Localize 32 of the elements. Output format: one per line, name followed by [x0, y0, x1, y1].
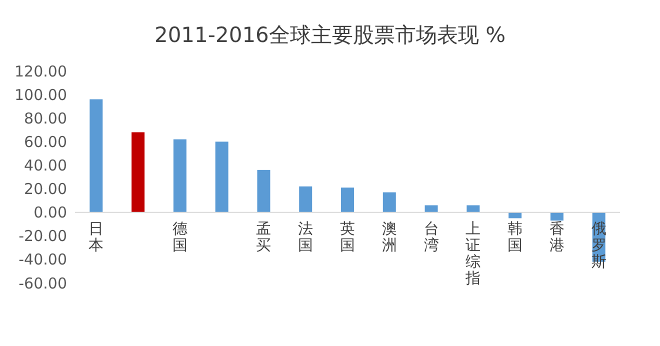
y-tick-label: 120.00 — [14, 62, 67, 80]
x-tick-label: 香港 — [549, 219, 564, 254]
chart-title: 2011-2016全球主要股票市场表现 % — [154, 23, 506, 47]
y-tick-label: 40.00 — [24, 156, 67, 174]
x-tick-label: 法国 — [298, 219, 314, 254]
bar — [550, 212, 564, 221]
x-tick-label: 英国 — [340, 219, 355, 254]
bar — [299, 186, 312, 212]
y-tick-label: 80.00 — [24, 109, 67, 128]
y-tick-label: 60.00 — [24, 132, 67, 151]
x-tick-label: 上证综指 — [464, 219, 481, 287]
bar — [382, 192, 396, 212]
x-tick-label: 日本 — [88, 219, 104, 254]
x-tick-label: 韩国 — [508, 219, 523, 254]
bar — [466, 205, 480, 212]
y-tick-label: 20.00 — [24, 180, 67, 198]
x-tick-label: 澳洲 — [382, 219, 397, 254]
y-tick-label: -60.00 — [18, 274, 67, 292]
bar — [341, 188, 354, 212]
bar — [424, 205, 438, 212]
bar — [173, 139, 186, 212]
y-tick-label: 100.00 — [14, 86, 67, 104]
bar — [215, 142, 228, 212]
x-tick-label: 德国 — [172, 219, 188, 254]
y-tick-label: -20.00 — [18, 227, 67, 246]
bar — [90, 99, 103, 212]
bar — [132, 132, 145, 212]
bar — [257, 170, 270, 212]
x-tick-label: 孟买 — [256, 219, 272, 254]
y-tick-label: -40.00 — [18, 250, 67, 269]
y-tick-label: 0.00 — [34, 204, 67, 222]
x-tick-label: 台湾 — [424, 219, 439, 254]
